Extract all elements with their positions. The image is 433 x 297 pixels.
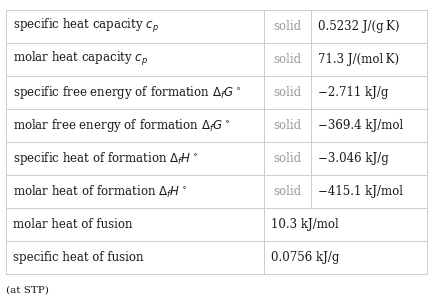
- Text: molar heat of formation $\Delta_f H^\circ$: molar heat of formation $\Delta_f H^\cir…: [13, 184, 187, 200]
- Text: solid: solid: [273, 152, 301, 165]
- Text: specific heat of formation $\Delta_f H^\circ$: specific heat of formation $\Delta_f H^\…: [13, 150, 198, 167]
- Text: 10.3 kJ/mol: 10.3 kJ/mol: [271, 218, 339, 231]
- Text: solid: solid: [273, 119, 301, 132]
- Text: specific free energy of formation $\Delta_f G^\circ$: specific free energy of formation $\Delt…: [13, 84, 241, 101]
- Text: 71.3 J/(mol K): 71.3 J/(mol K): [318, 53, 399, 66]
- Text: 0.5232 J/(g K): 0.5232 J/(g K): [318, 20, 399, 33]
- Text: solid: solid: [273, 185, 301, 198]
- Text: −369.4 kJ/mol: −369.4 kJ/mol: [318, 119, 403, 132]
- Text: solid: solid: [273, 86, 301, 99]
- Text: molar free energy of formation $\Delta_f G^\circ$: molar free energy of formation $\Delta_f…: [13, 117, 230, 134]
- Text: molar heat capacity $c_p$: molar heat capacity $c_p$: [13, 50, 148, 69]
- Text: −3.046 kJ/g: −3.046 kJ/g: [318, 152, 388, 165]
- Text: solid: solid: [273, 53, 301, 66]
- Text: −415.1 kJ/mol: −415.1 kJ/mol: [318, 185, 403, 198]
- Text: molar heat of fusion: molar heat of fusion: [13, 218, 132, 231]
- Text: specific heat capacity $c_p$: specific heat capacity $c_p$: [13, 18, 159, 36]
- Text: solid: solid: [273, 20, 301, 33]
- Text: (at STP): (at STP): [6, 285, 49, 295]
- Text: −2.711 kJ/g: −2.711 kJ/g: [318, 86, 388, 99]
- Text: specific heat of fusion: specific heat of fusion: [13, 251, 143, 264]
- Text: 0.0756 kJ/g: 0.0756 kJ/g: [271, 251, 339, 264]
